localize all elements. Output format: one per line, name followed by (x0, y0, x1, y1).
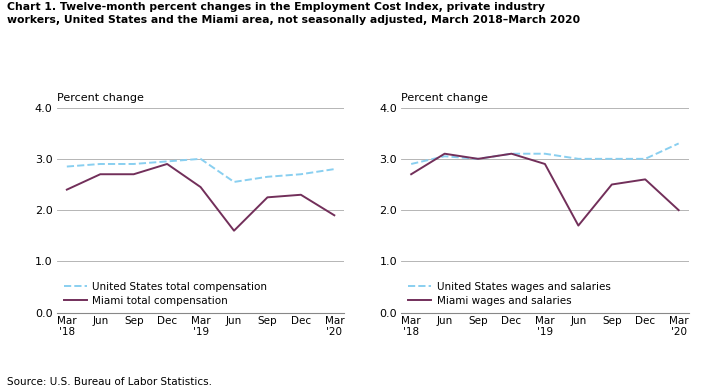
Legend: United States total compensation, Miami total compensation: United States total compensation, Miami … (62, 280, 269, 308)
Text: Percent change: Percent change (57, 93, 143, 103)
Text: Percent change: Percent change (401, 93, 488, 103)
Legend: United States wages and salaries, Miami wages and salaries: United States wages and salaries, Miami … (406, 280, 613, 308)
Text: Chart 1. Twelve-month percent changes in the Employment Cost Index, private indu: Chart 1. Twelve-month percent changes in… (7, 2, 580, 25)
Text: Source: U.S. Bureau of Labor Statistics.: Source: U.S. Bureau of Labor Statistics. (7, 377, 212, 387)
